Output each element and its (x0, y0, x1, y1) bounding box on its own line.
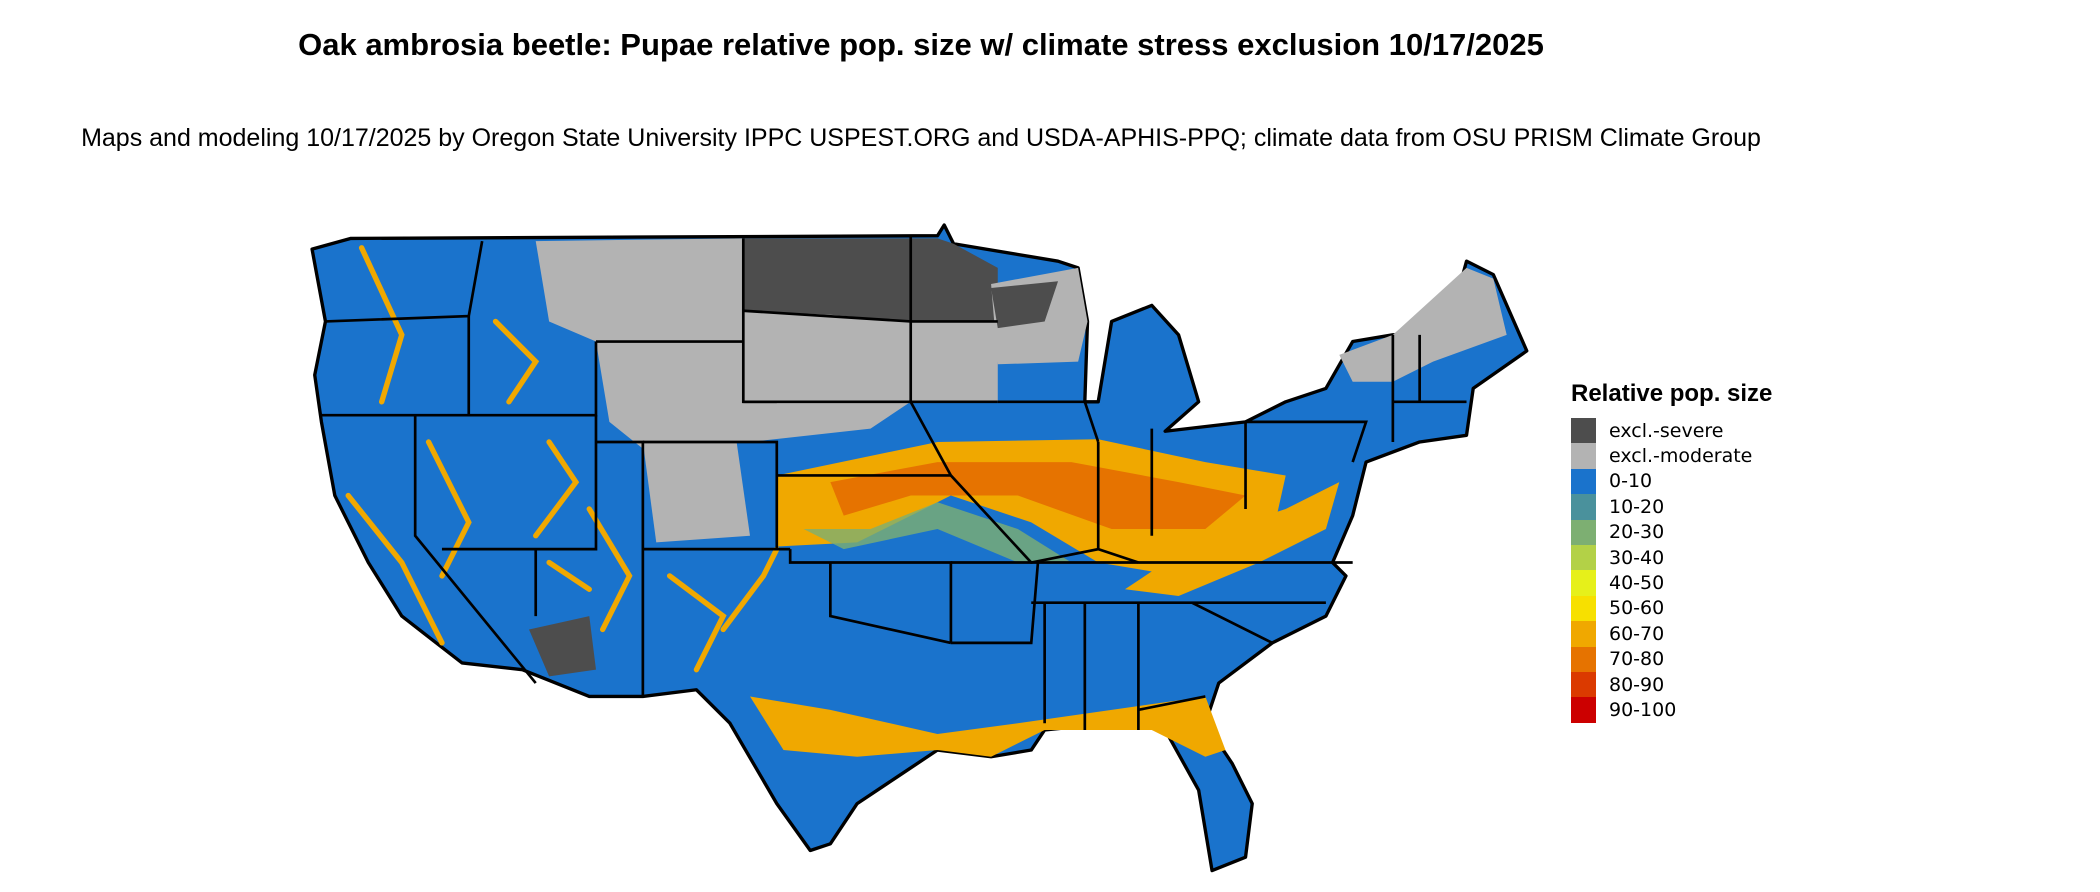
excl-severe-region-wisconsin (991, 281, 1059, 329)
legend-label: 90-100 (1609, 698, 1677, 721)
legend-item: 0-10 (1571, 468, 1772, 495)
legend-label: 50-60 (1609, 597, 1665, 620)
legend-label: 20-30 (1609, 521, 1665, 544)
legend-item: 40-50 (1571, 570, 1772, 596)
legend-label: 60-70 (1609, 622, 1665, 645)
legend-swatch (1571, 570, 1596, 596)
legend-swatch (1571, 494, 1596, 520)
legend-swatch (1571, 595, 1596, 622)
legend-item: 70-80 (1571, 646, 1772, 672)
high-pop-patches-west (345, 245, 780, 673)
legend-swatch (1571, 621, 1596, 647)
legend-label: 70-80 (1609, 648, 1665, 671)
excl-moderate-region-newengland (1339, 267, 1507, 382)
legend-swatch (1571, 671, 1596, 698)
legend-items: excl.-severe excl.-moderate 0-10 10-20 20-30… (1571, 418, 1772, 723)
legend-label: 30-40 (1609, 546, 1665, 569)
legend-label: 40-50 (1609, 572, 1665, 595)
moderate-pop-band-midwest (803, 502, 1072, 563)
legend-item: excl.-moderate (1571, 443, 1772, 469)
state-borders (321, 235, 1467, 730)
legend-title: Relative pop. size (1571, 380, 1773, 407)
excl-severe-region-north (743, 238, 998, 322)
map-subtitle: Maps and modeling 10/17/2025 by Oregon S… (81, 124, 1761, 152)
high-pop-band-appalachia (1125, 482, 1340, 597)
map-fill (310, 223, 1529, 873)
legend-label: 80-90 (1609, 673, 1665, 696)
legend-swatch (1571, 468, 1596, 495)
legend-item: 20-30 (1571, 519, 1772, 545)
legend-label: 10-20 (1609, 495, 1665, 518)
legend-swatch (1571, 418, 1596, 444)
excl-moderate-region-rockies (642, 441, 750, 543)
very-high-pop-band-midwest (830, 462, 1246, 530)
legend-item: 60-70 (1571, 621, 1772, 647)
legend-item: 10-20 (1571, 494, 1772, 520)
legend-item: 50-60 (1571, 595, 1772, 622)
legend-swatch (1571, 519, 1596, 545)
legend-item: 80-90 (1571, 671, 1772, 698)
legend-swatch (1571, 646, 1596, 672)
legend-label: excl.-severe (1609, 419, 1724, 442)
legend-swatch (1571, 443, 1596, 469)
legend-item: 30-40 (1571, 544, 1772, 571)
legend-item: 90-100 (1571, 697, 1772, 723)
legend: Relative pop. size excl.-severe excl.-mod… (1571, 380, 1772, 723)
legend-swatch (1571, 544, 1596, 571)
map-title: Oak ambrosia beetle: Pupae relative pop.… (298, 27, 1544, 62)
legend-label: 0-10 (1609, 470, 1653, 493)
excl-severe-region-arizona (529, 616, 596, 677)
legend-label: excl.-moderate (1609, 445, 1753, 468)
legend-swatch (1571, 697, 1596, 723)
high-pop-band-gulf (750, 696, 1226, 757)
excl-moderate-region-plains (535, 238, 998, 449)
legend-item: excl.-severe (1571, 418, 1772, 444)
